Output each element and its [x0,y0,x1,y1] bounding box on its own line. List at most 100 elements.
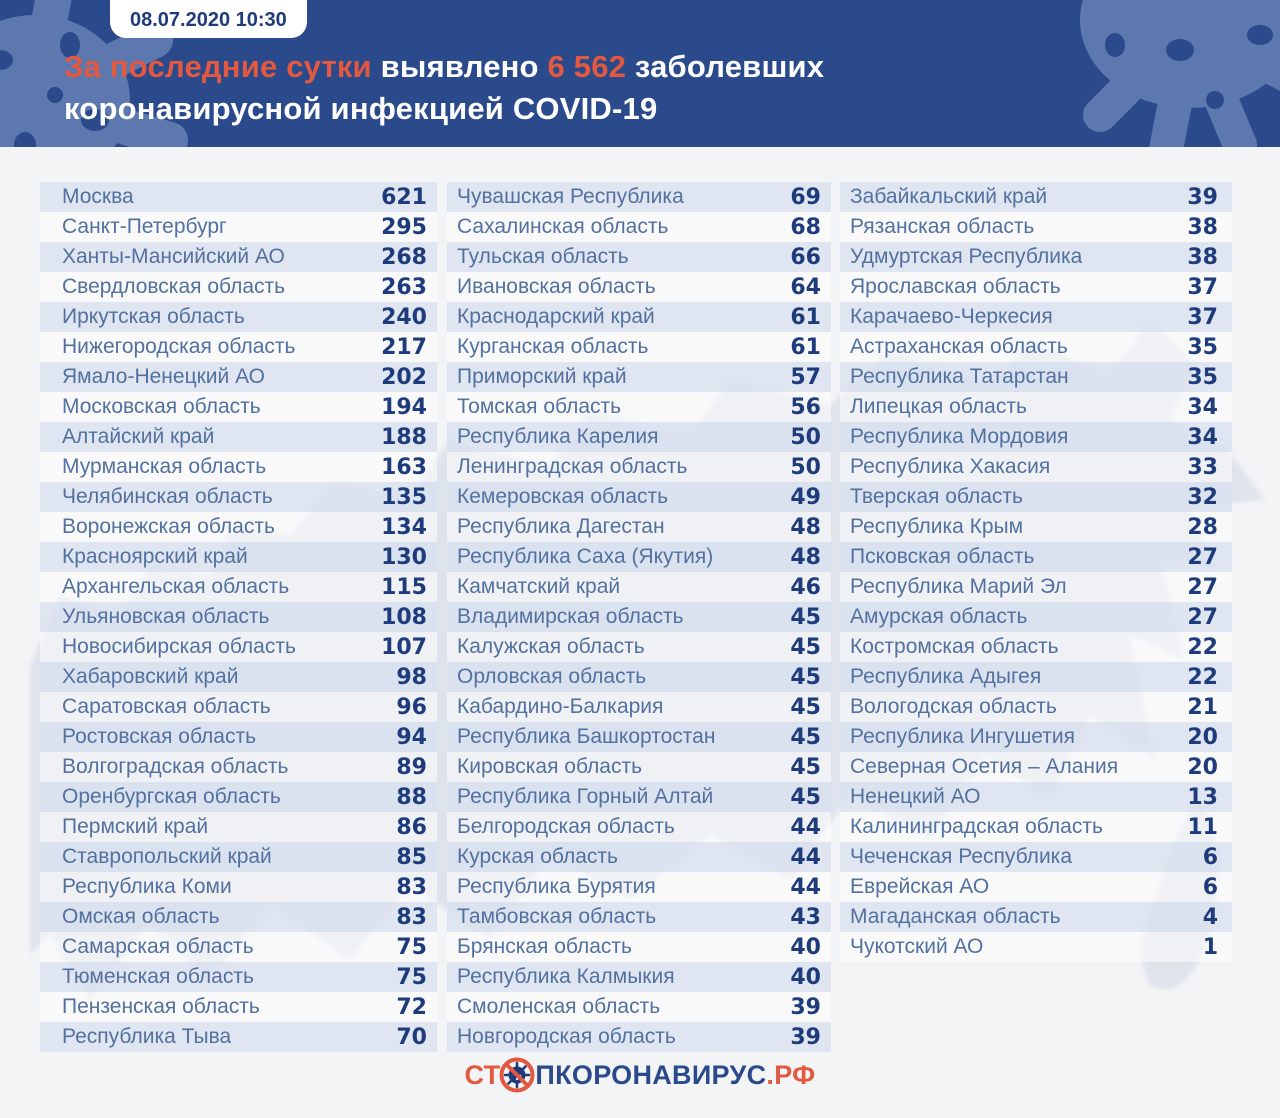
table-row: Республика Калмыкия 40 [447,962,831,992]
region-value: 38 [1187,214,1218,240]
table-row: Иркутская область 240 [40,302,437,332]
region-value: 94 [396,724,427,750]
region-value: 45 [790,754,821,780]
table-row: Амурская область 27 [840,602,1232,632]
region-value: 194 [381,394,427,420]
region-name: Новгородская область [457,1025,676,1048]
region-value: 83 [396,874,427,900]
table-row: Челябинская область 135 [40,482,437,512]
region-name: Кемеровская область [457,485,669,508]
table-row: Хабаровский край 98 [40,662,437,692]
region-value: 35 [1187,364,1218,390]
region-value: 89 [396,754,427,780]
table-row: Ростовская область 94 [40,722,437,752]
table-row: Костромская область 22 [840,632,1232,662]
table-row: Республика Дагестан 48 [447,512,831,542]
region-value: 28 [1187,514,1218,540]
table-row: Камчатский край 46 [447,572,831,602]
table-row: Краснодарский край 61 [447,302,831,332]
region-name: Удмуртская Республика [850,245,1083,268]
title-text-detected: выявлено [371,49,548,84]
region-value: 43 [790,904,821,930]
region-value: 44 [790,874,821,900]
region-name: Республика Хакасия [850,455,1051,478]
region-name: Костромская область [850,635,1059,658]
region-name: Республика Татарстан [850,365,1069,388]
region-name: Санкт-Петербург [62,215,227,238]
region-value: 37 [1187,304,1218,330]
table-row: Владимирская область 45 [447,602,831,632]
table-row: Курская область 44 [447,842,831,872]
region-value: 40 [790,964,821,990]
region-name: Пермский край [62,815,209,838]
table-row: Архангельская область 115 [40,572,437,602]
region-name: Воронежская область [62,515,275,538]
region-value: 163 [381,454,427,480]
header: 08.07.2020 10:30 За последние сутки выяв… [0,0,1280,147]
table-row: Омская область 83 [40,902,437,932]
title-text-infected: заболевших [626,49,825,84]
region-name: Ямало-Ненецкий АО [62,365,265,388]
region-value: 4 [1202,904,1218,930]
region-value: 96 [396,694,427,720]
table-row: Смоленская область 39 [447,992,831,1022]
table-row: Липецкая область 34 [840,392,1232,422]
region-name: Ростовская область [62,725,257,748]
table-row: Ульяновская область 108 [40,602,437,632]
region-value: 34 [1187,424,1218,450]
no-virus-icon [499,1057,535,1093]
region-value: 83 [396,904,427,930]
table-row: Вологодская область 21 [840,692,1232,722]
table-row: Новосибирская область 107 [40,632,437,662]
region-name: Саратовская область [62,695,271,718]
region-value: 69 [790,184,821,210]
table-row: Тульская область 66 [447,242,831,272]
table-row: Ненецкий АО 13 [840,782,1232,812]
table-row: Республика Карелия 50 [447,422,831,452]
region-name: Республика Горный Алтай [457,785,714,808]
region-name: Омская область [62,905,220,928]
region-value: 6 [1202,874,1218,900]
region-name: Томская область [457,395,622,418]
region-value: 13 [1187,784,1218,810]
region-value: 45 [790,784,821,810]
region-value: 45 [790,694,821,720]
table-row: Пермский край 86 [40,812,437,842]
region-value: 61 [790,334,821,360]
region-name: Чукотский АО [850,935,984,958]
region-name: Иркутская область [62,305,245,328]
region-name: Свердловская область [62,275,286,298]
region-name: Камчатский край [457,575,621,598]
region-value: 22 [1187,634,1218,660]
table-row: Мурманская область 163 [40,452,437,482]
region-name: Нижегородская область [62,335,296,358]
table-row: Сахалинская область 68 [447,212,831,242]
region-name: Северная Осетия – Алания [850,755,1119,778]
region-value: 50 [790,424,821,450]
region-value: 48 [790,544,821,570]
region-name: Ханты-Мансийский АО [62,245,285,268]
table-row: Алтайский край 188 [40,422,437,452]
table-row: Республика Коми 83 [40,872,437,902]
table-row: Рязанская область 38 [840,212,1232,242]
region-name: Ульяновская область [62,605,270,628]
table-row: Пензенская область 72 [40,992,437,1022]
region-name: Тверская область [850,485,1023,508]
region-value: 86 [396,814,427,840]
region-name: Волгоградская область [62,755,289,778]
virus-splat-icon-right [1080,0,1280,147]
region-name: Брянская область [457,935,632,958]
region-value: 202 [381,364,427,390]
table-row: Тверская область 32 [840,482,1232,512]
region-value: 40 [790,934,821,960]
title-accent-total: 6 562 [547,49,627,84]
region-name: Вологодская область [850,695,1057,718]
table-column-2: Чувашская Республика 69 Сахалинская област… [447,182,831,1052]
region-name: Калужская область [457,635,645,658]
region-name: Ярославская область [850,275,1061,298]
region-name: Амурская область [850,605,1028,628]
logo-text-st: СТ [464,1059,501,1090]
region-name: Республика Карелия [457,425,659,448]
region-name: Москва [62,185,134,208]
table-row: Кемеровская область 49 [447,482,831,512]
